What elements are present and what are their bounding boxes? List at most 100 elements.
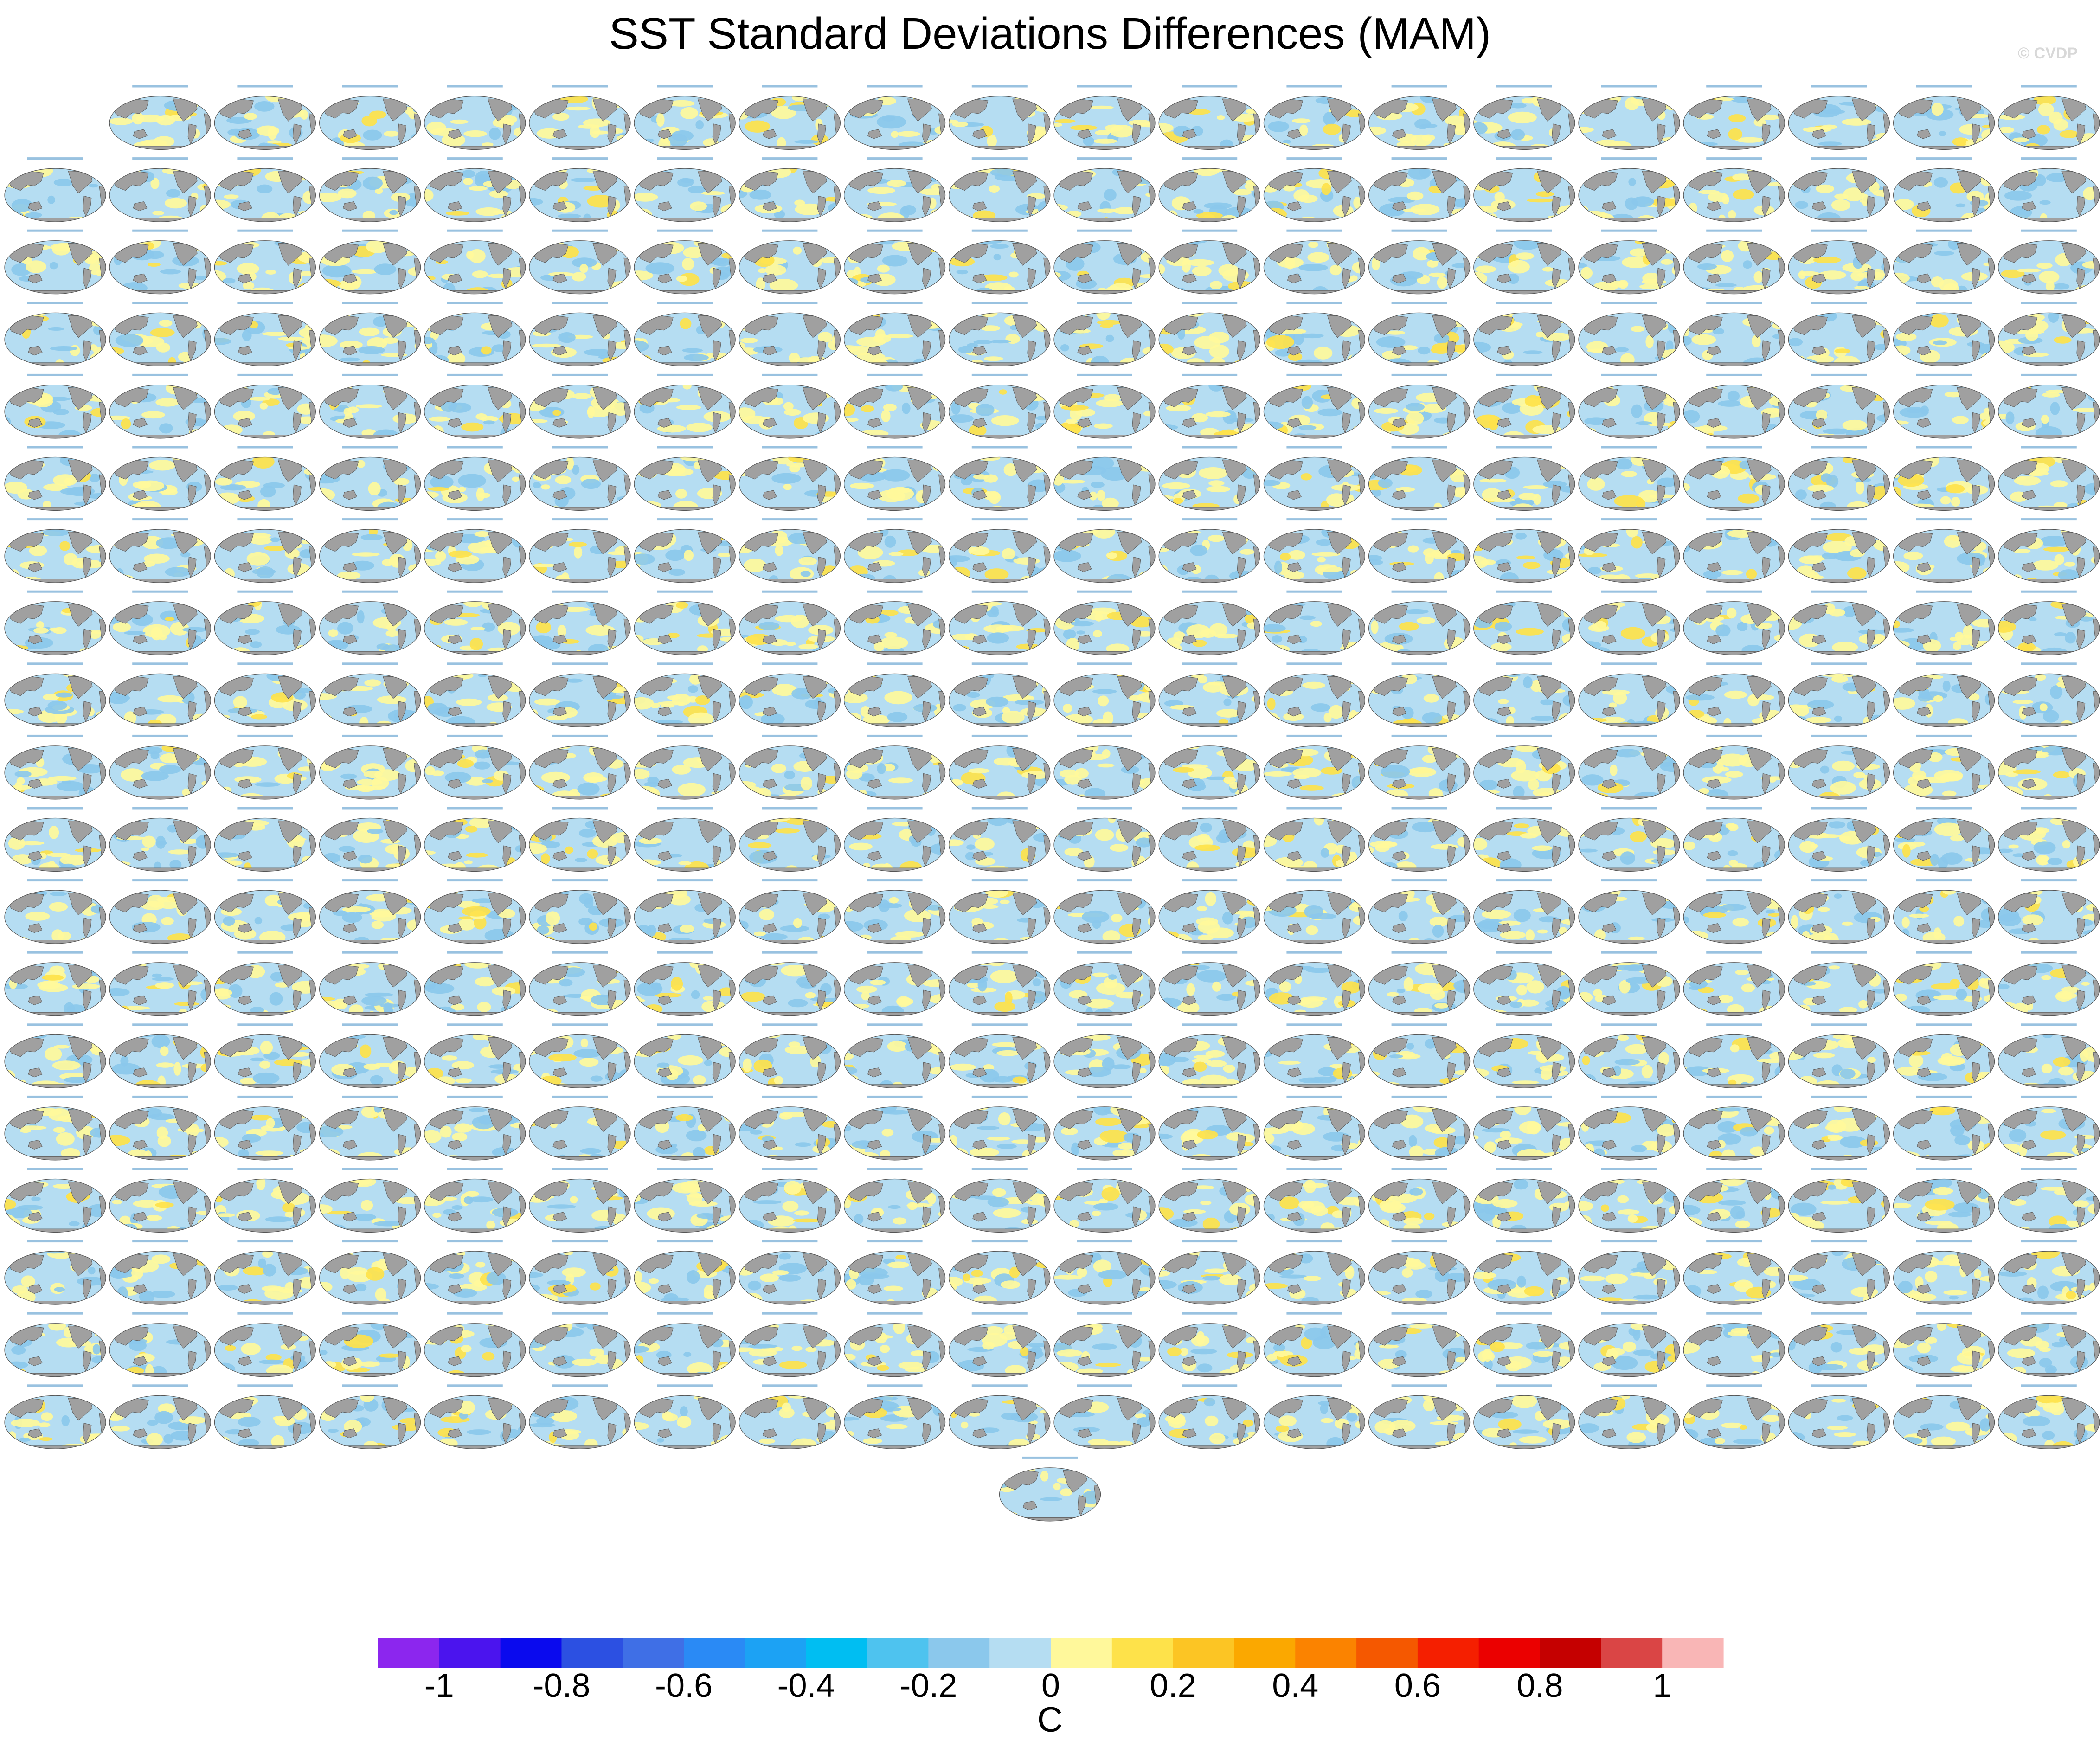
anomaly-patch [1687,505,1711,510]
land-mass [721,529,731,535]
anomaly-patch [1523,676,1533,688]
anomaly-patch [300,109,308,120]
globe-outline [634,240,736,295]
anomaly-patch [625,569,630,578]
land-mass [214,651,316,655]
anomaly-patch [1159,565,1168,578]
land-mass [1771,168,1780,174]
anomaly-patch [428,487,450,491]
anomaly-patch [1683,357,1693,366]
land-mass [634,290,736,294]
land-mass [302,745,311,752]
land-mass [424,723,526,727]
panel-caption [447,229,503,232]
land-mass [1998,218,2100,222]
panel-caption [1706,157,1762,160]
land-mass [1368,723,1470,727]
anomaly-patch [1752,335,1761,347]
anomaly-patch [2039,703,2048,711]
anomaly-patch [1359,722,1365,726]
anomaly-patch [132,112,144,125]
panel-caption [1286,229,1342,232]
panel-caption [657,229,713,232]
land-mass [867,129,882,139]
land-mass [1141,313,1150,319]
land-mass [1998,579,2100,583]
anomaly-patch [831,285,841,294]
land-mass [949,435,1050,438]
anomaly-patch [450,119,469,124]
map-panel [843,590,946,655]
anomaly-patch [1039,537,1050,543]
anomaly-patch [1418,347,1431,355]
anomaly-patch [2050,480,2068,488]
anomaly-patch [529,635,553,647]
cvdp-credit: © CVDP [2018,45,2078,62]
anomaly-patch [1998,96,2005,101]
land-mass [1027,196,1036,217]
map-panel [1788,518,1890,583]
anomaly-patch [785,642,796,646]
map-panel [1263,518,1365,583]
anomaly-patch [818,257,841,263]
panel-caption [1496,229,1552,232]
anomaly-patch [1244,180,1260,185]
land-mass [92,601,101,607]
anomaly-patch [849,482,874,489]
anomaly-patch [876,115,906,129]
land-mass [607,268,617,289]
anomaly-patch [533,482,541,488]
land-mass [1141,601,1150,607]
anomaly-patch [487,647,510,652]
land-mass [1264,290,1365,294]
anomaly-patch [2019,645,2033,651]
anomaly-patch [987,632,1009,644]
land-mass [2076,268,2086,289]
land-mass [1141,457,1150,463]
globe-outline [109,312,211,366]
land-mass [739,146,841,150]
land-mass [5,507,106,511]
panel-caption [1391,590,1447,593]
anomaly-patch [887,712,908,722]
anomaly-patch [157,695,183,703]
anomaly-patch [1721,195,1729,205]
anomaly-patch [1893,272,1910,284]
anomaly-patch [1207,534,1225,542]
anomaly-patch [1593,281,1618,292]
panel-caption [1391,446,1447,449]
panel-caption [2021,229,2077,232]
anomaly-patch [1842,419,1867,431]
anomaly-patch [1376,336,1406,348]
panel-caption [971,229,1028,232]
land-mass [1981,168,1990,174]
anomaly-patch [1693,142,1718,147]
anomaly-patch [1965,138,1989,149]
panel-caption [1077,446,1132,449]
anomaly-patch [1137,274,1155,278]
land-mass [617,745,626,752]
panel-caption [971,85,1028,88]
anomaly-patch [1875,100,1890,106]
anomaly-patch [150,178,160,189]
anomaly-patch [1875,676,1890,682]
anomaly-patch [214,638,220,643]
map-panel [1893,373,1995,439]
anomaly-patch [1788,501,1795,510]
anomaly-patch [592,130,609,135]
anomaly-patch [1105,334,1114,342]
anomaly-patch [49,627,60,631]
anomaly-patch [159,634,167,641]
land-mass [972,129,987,139]
anomaly-patch [532,563,556,567]
anomaly-patch [303,435,316,438]
land-mass [1237,196,1246,217]
anomaly-patch [1039,567,1050,573]
anomaly-patch [989,185,1000,193]
land-mass [292,268,302,289]
panel-caption [762,446,818,449]
panel-caption [237,373,293,376]
land-mass [617,313,626,319]
land-mass [398,123,407,145]
anomaly-patch [2064,562,2075,567]
